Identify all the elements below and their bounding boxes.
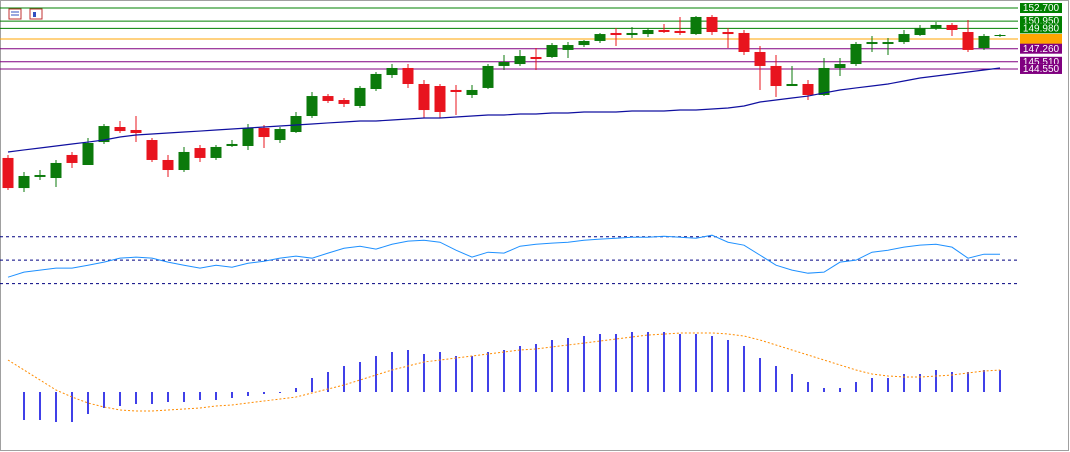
candle-body: [498, 62, 510, 66]
candle-body: [866, 42, 878, 44]
candle-body: [434, 86, 446, 112]
candle-body: [194, 148, 206, 158]
candle-body: [386, 67, 398, 76]
candle-body: [34, 175, 46, 177]
candle-body: [466, 89, 478, 95]
candle-body: [706, 16, 718, 33]
candle-body: [370, 73, 382, 90]
candle-body: [418, 83, 430, 111]
candle-body: [850, 43, 862, 65]
candle-body: [786, 83, 798, 87]
candle-body: [98, 126, 110, 143]
candle-body: [594, 34, 606, 41]
icon: [33, 12, 36, 17]
candle-body: [162, 159, 174, 171]
level-label-box: [1020, 33, 1062, 44]
candle-body: [738, 32, 750, 52]
candle-body: [994, 35, 1006, 37]
candle-body: [690, 16, 702, 35]
candle-body: [146, 140, 158, 160]
candle-body: [2, 157, 14, 189]
indicator-line: [7, 234, 1000, 278]
candle-body: [290, 116, 302, 133]
candle-body: [962, 32, 974, 50]
level-label-box: [1020, 3, 1062, 14]
candle-body: [546, 45, 558, 57]
candle-body: [770, 65, 782, 87]
candle-body: [626, 32, 638, 36]
candle-body: [914, 27, 926, 36]
candle-body: [354, 87, 366, 106]
candle-body: [754, 51, 766, 66]
candle-body: [898, 34, 910, 43]
candle-body: [82, 143, 94, 165]
candle-body: [930, 24, 942, 28]
candle-body: [402, 67, 414, 84]
candle-body: [114, 127, 126, 132]
candle-body: [562, 45, 574, 50]
candle-body: [322, 96, 334, 101]
candle-body: [130, 129, 142, 133]
candle-body: [210, 146, 222, 158]
candle-body: [610, 32, 622, 36]
candle-body: [978, 35, 990, 49]
level-label-box: [1020, 23, 1062, 34]
level-label: 152.700: [1023, 3, 1060, 14]
moving-average: [7, 67, 1001, 153]
level-label-box: [1020, 43, 1062, 54]
candle-body: [722, 32, 734, 35]
candle-body: [674, 30, 686, 33]
candle-body: [258, 127, 270, 138]
level-label-box: [1020, 16, 1062, 27]
candle-body: [834, 64, 846, 68]
candle-body: [882, 42, 894, 44]
candle-body: [578, 40, 590, 46]
candle-body: [178, 151, 190, 171]
candle-body: [802, 83, 814, 95]
level-label-box: [1020, 63, 1062, 74]
candle-body: [514, 56, 526, 65]
candle-body: [306, 96, 318, 117]
candle-body: [530, 56, 542, 60]
candle-body: [66, 154, 78, 163]
signal-line: [7, 332, 1001, 412]
level-label: 149.980: [1023, 23, 1060, 34]
candle-body: [18, 175, 30, 189]
candle-body: [226, 143, 238, 146]
toolbar-icons: [8, 8, 43, 20]
candle-body: [338, 100, 350, 104]
candle-body: [642, 29, 654, 35]
candle-body: [274, 129, 286, 141]
candle-body: [50, 162, 62, 179]
level-label-box: [1020, 56, 1062, 67]
icon: [8, 8, 22, 20]
level-label: 145.510: [1023, 57, 1060, 68]
candle-body: [450, 89, 462, 92]
level-label: 147.260: [1023, 44, 1060, 55]
level-label: 150.950: [1023, 16, 1060, 27]
candle-body: [946, 24, 958, 30]
candle-body: [658, 29, 670, 33]
level-label: 144.550: [1023, 64, 1060, 75]
candle-body: [242, 127, 254, 146]
candle-body: [482, 65, 494, 88]
candle-body: [818, 67, 830, 95]
